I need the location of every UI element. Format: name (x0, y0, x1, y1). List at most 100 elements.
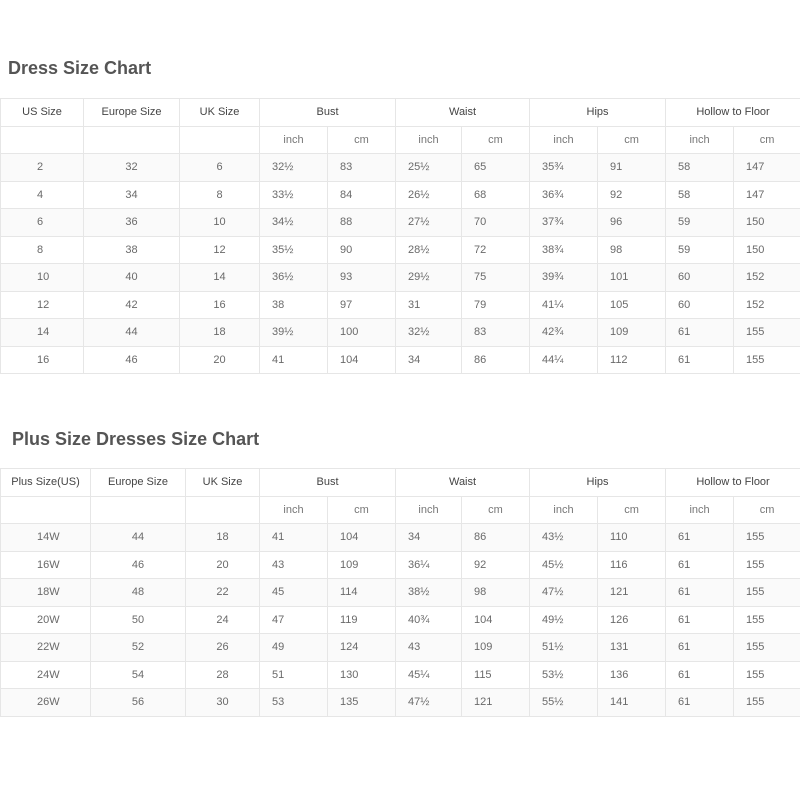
table-cell: 110 (597, 523, 667, 552)
unit-header: inch (665, 125, 735, 154)
table-cell: 61 (665, 318, 735, 347)
table-cell: 100 (326, 318, 397, 347)
column-header: Hollow to Floor (665, 98, 800, 127)
unit-header: inch (259, 495, 328, 524)
unit-header: cm (733, 125, 800, 154)
table-cell: 32½ (395, 318, 463, 347)
table-cell: 83 (326, 153, 397, 182)
table-cell: 53 (259, 688, 328, 717)
table-row: 22W 52 26 49 124 43 109 51½ 131 61 155 (0, 633, 800, 662)
table-cell: 38½ (395, 578, 463, 607)
table-cell: 10 (0, 263, 84, 292)
empty-cell (83, 125, 180, 154)
table-cell: 43½ (529, 523, 599, 552)
table-cell: 54 (90, 660, 186, 689)
table-cell: 44 (90, 523, 186, 552)
table-cell: 50 (90, 605, 186, 634)
table-row: 14W 44 18 41 104 34 86 43½ 110 61 155 (0, 523, 800, 552)
table-row: 8 38 12 35½ 90 28½ 72 38¾ 98 59 150 (0, 235, 800, 264)
table-cell: 61 (665, 523, 735, 552)
table-cell: 147 (733, 153, 800, 182)
table-cell: 119 (326, 605, 397, 634)
table-cell: 49½ (529, 605, 599, 634)
table-cell: 84 (326, 180, 397, 209)
table-cell: 18 (179, 318, 260, 347)
table-cell: 26W (0, 688, 91, 717)
table-cell: 20 (179, 345, 260, 374)
header-row: Plus Size(US) Europe Size UK Size Bust Waist… (0, 468, 800, 497)
table-cell: 155 (733, 605, 800, 634)
table-cell: 36½ (259, 263, 328, 292)
table-cell: 91 (597, 153, 667, 182)
table-cell: 18W (0, 578, 91, 607)
table-cell: 155 (733, 660, 800, 689)
table-cell: 61 (665, 660, 735, 689)
table-cell: 31 (395, 290, 463, 319)
table-cell: 61 (665, 345, 735, 374)
table-cell: 29½ (395, 263, 463, 292)
table-cell: 10 (179, 208, 260, 237)
table-cell: 4 (0, 180, 84, 209)
table-cell: 24W (0, 660, 91, 689)
empty-cell (185, 495, 260, 524)
plus-size-chart-title: Plus Size Dresses Size Chart (12, 429, 260, 449)
table-cell: 104 (461, 605, 531, 634)
table-cell: 96 (597, 208, 667, 237)
table-cell: 51½ (529, 633, 599, 662)
table-cell: 8 (179, 180, 260, 209)
unit-header: cm (326, 495, 397, 524)
table-cell: 98 (597, 235, 667, 264)
table-cell: 112 (597, 345, 667, 374)
table-cell: 109 (326, 550, 397, 579)
unit-header: cm (461, 495, 531, 524)
table-cell: 38 (259, 290, 328, 319)
table-cell: 32½ (259, 153, 328, 182)
dress-size-chart-title: Dress Size Chart (8, 58, 152, 78)
table-cell: 56 (90, 688, 186, 717)
table-cell: 104 (326, 523, 397, 552)
table-cell: 60 (665, 263, 735, 292)
table-cell: 18 (185, 523, 260, 552)
table-cell: 49 (259, 633, 328, 662)
table-row: 16W 46 20 43 109 36¼ 92 45½ 116 61 155 (0, 550, 800, 579)
table-cell: 155 (733, 345, 800, 374)
table-cell: 14W (0, 523, 91, 552)
table-cell: 26 (185, 633, 260, 662)
unit-header: cm (597, 125, 667, 154)
table-cell: 25½ (395, 153, 463, 182)
table-cell: 124 (326, 633, 397, 662)
empty-cell (90, 495, 186, 524)
table-cell: 41 (259, 523, 328, 552)
table-cell: 32 (83, 153, 180, 182)
table-cell: 38 (83, 235, 180, 264)
table-cell: 14 (179, 263, 260, 292)
table-cell: 34½ (259, 208, 328, 237)
table-cell: 86 (461, 345, 531, 374)
table-cell: 90 (326, 235, 397, 264)
table-cell: 97 (326, 290, 397, 319)
table-cell: 35¾ (529, 153, 599, 182)
table-row: 26W 56 30 53 135 47½ 121 55½ 141 61 155 (0, 688, 800, 717)
unit-header: inch (395, 125, 463, 154)
table-cell: 155 (733, 578, 800, 607)
table-cell: 104 (326, 345, 397, 374)
table-cell: 150 (733, 208, 800, 237)
table-cell: 37¾ (529, 208, 599, 237)
table-cell: 116 (597, 550, 667, 579)
table-cell: 38¾ (529, 235, 599, 264)
empty-cell (0, 125, 84, 154)
table-cell: 65 (461, 153, 531, 182)
table-cell: 30 (185, 688, 260, 717)
table-cell: 20 (185, 550, 260, 579)
empty-cell (0, 495, 91, 524)
table-cell: 60 (665, 290, 735, 319)
table-cell: 58 (665, 153, 735, 182)
table-cell: 20W (0, 605, 91, 634)
table-row: 14 44 18 39½ 100 32½ 83 42¾ 109 61 155 (0, 318, 800, 347)
table-cell: 43 (395, 633, 463, 662)
table-cell: 126 (597, 605, 667, 634)
table-cell: 44 (83, 318, 180, 347)
column-header: Plus Size(US) (0, 468, 91, 497)
table-cell: 155 (733, 688, 800, 717)
table-cell: 61 (665, 605, 735, 634)
